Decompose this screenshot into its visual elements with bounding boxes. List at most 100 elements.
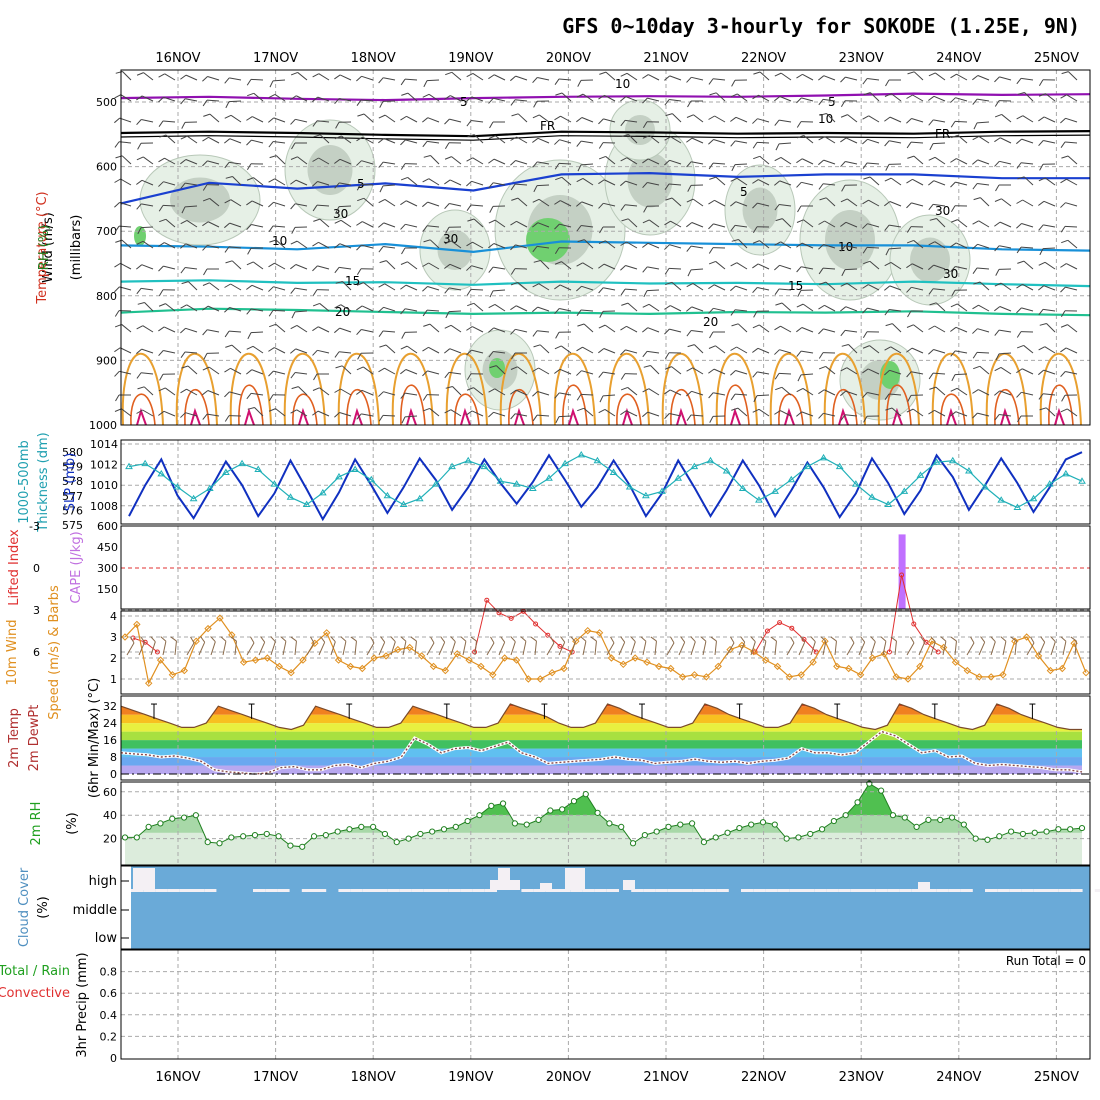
wind-barb — [889, 369, 902, 375]
wind-barb — [889, 201, 902, 207]
wind-barb-flag — [862, 115, 869, 120]
cloud-high-gap — [472, 889, 485, 892]
wind-barb-flag — [466, 326, 473, 331]
wind-barb-flag — [1038, 309, 1044, 316]
wind-barb-flag — [180, 159, 187, 165]
surface-isotherm — [190, 407, 201, 426]
wind-barb-flag — [884, 285, 891, 291]
wind-barb — [691, 390, 704, 396]
wind-barb — [253, 92, 264, 102]
wind-barb-flag — [885, 248, 890, 256]
wind-speed-point — [690, 671, 699, 679]
wind-barb — [406, 115, 418, 123]
wind-barb — [823, 75, 836, 81]
thickness-point — [981, 483, 989, 490]
wind-barb — [801, 97, 814, 102]
wind-barb-flag — [841, 344, 849, 347]
wind-barb-flag — [400, 223, 406, 230]
surface-isotherm — [346, 389, 372, 426]
thickness-point — [448, 462, 456, 470]
wind-barb — [361, 99, 374, 102]
wind-barb-flag — [379, 260, 387, 264]
wind-barb-flag — [378, 330, 384, 337]
wind-barb — [294, 641, 297, 656]
wind-barb — [999, 137, 1012, 144]
wind-barb-flag — [929, 386, 937, 390]
wind-barb-flag — [335, 365, 343, 369]
wind-barb — [867, 307, 880, 312]
wind-barb-flag — [730, 116, 737, 122]
wind-barb-flag — [664, 159, 670, 166]
thickness-point — [851, 480, 860, 487]
wind-barb-flag — [114, 310, 120, 317]
wind-barb — [493, 266, 506, 270]
wind-barb-flag — [1061, 71, 1069, 75]
wind-barb-flag — [621, 218, 629, 222]
cloud-high-gap — [558, 889, 571, 892]
wind-barb — [642, 641, 647, 656]
rh-saturated-area — [526, 218, 570, 262]
wind-barb-flag — [533, 260, 541, 263]
wind-barb-flag — [532, 306, 538, 313]
wind-barb — [536, 414, 550, 417]
wind-barb-flag — [620, 180, 626, 187]
wind-barb-flag — [1039, 323, 1047, 326]
cloud-high-gap — [936, 889, 949, 892]
wind-speed-point — [500, 654, 509, 662]
wind-barb-flag — [488, 135, 496, 139]
wind-barb-flag — [650, 636, 657, 642]
wind-barb-flag — [730, 370, 736, 376]
wind-barb — [251, 392, 264, 396]
panel-label: 1000-500mb — [17, 440, 32, 524]
wind-barb — [230, 283, 242, 291]
rh-point — [700, 839, 708, 846]
wind-barb-flag — [224, 77, 230, 84]
thickness-point — [884, 500, 893, 508]
rh-point — [972, 835, 979, 842]
wind-barb-flag — [130, 636, 135, 644]
wind-barb-flag — [796, 219, 804, 223]
wind-speed-point — [204, 624, 212, 633]
wind-barb — [826, 113, 836, 123]
thickness-point — [1061, 469, 1070, 477]
wind-barb — [977, 243, 990, 249]
rh-point — [145, 823, 152, 831]
cloud-high-gap — [265, 889, 278, 892]
wind-barb-flag — [422, 309, 428, 317]
wind-barb — [654, 641, 657, 656]
wind-barb-flag — [906, 226, 912, 233]
panel-label: (millibars) — [69, 215, 84, 281]
wind-barb-flag — [620, 157, 628, 162]
wind-speed-point — [880, 650, 889, 658]
wind-barb — [978, 220, 990, 228]
wind-speed-point — [963, 666, 972, 675]
wind-barb-flag — [158, 350, 164, 357]
wind-barb-flag — [760, 636, 767, 642]
slp-panel — [120, 439, 1091, 525]
wind-barb-flag — [860, 636, 866, 643]
wind-barb — [493, 243, 506, 249]
thickness-point — [545, 474, 553, 481]
wind-barb-flag — [190, 636, 195, 644]
wind-barb — [726, 642, 735, 656]
wind-barb — [713, 223, 726, 228]
wind-barb — [824, 136, 836, 144]
wind-barb-flag — [312, 289, 318, 296]
wind-barb-flag — [291, 227, 296, 234]
wind-barb-flag — [994, 160, 1000, 167]
wind-barb — [1022, 115, 1034, 123]
wind-barb-flag — [884, 116, 891, 122]
wind-barb-flag — [686, 330, 692, 337]
wind-barb — [558, 162, 572, 165]
wind-barb-flag — [790, 636, 795, 644]
thickness-point — [561, 459, 570, 467]
wind-barb — [496, 365, 506, 375]
wind-barb — [121, 408, 132, 417]
thickness-point — [254, 465, 263, 473]
wind-barb — [162, 641, 167, 656]
wind-barb-flag — [158, 289, 164, 297]
wind-barb-flag — [708, 307, 714, 314]
wind-barb — [471, 410, 484, 417]
wind-barb — [956, 73, 968, 81]
wind-barb-flag — [335, 281, 343, 284]
